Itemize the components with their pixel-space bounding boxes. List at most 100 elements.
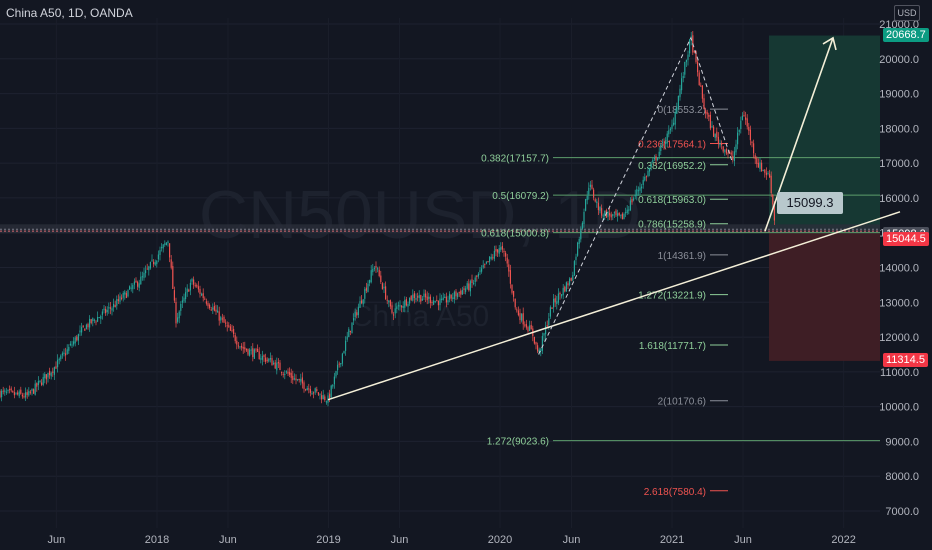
candle-body [33, 389, 35, 394]
candle-body [37, 381, 39, 386]
candle-body [321, 395, 323, 400]
candle-body [311, 393, 313, 395]
candle-body [689, 39, 691, 54]
candle-body [596, 201, 598, 204]
candle-body [4, 390, 6, 392]
candle-body [719, 142, 721, 146]
candle-body [161, 247, 163, 249]
candle-body [66, 349, 68, 354]
candle-body [557, 293, 559, 303]
candle-body [425, 293, 427, 298]
candle-body [650, 164, 652, 167]
candle-body [724, 150, 726, 152]
candle-body [669, 128, 671, 131]
candle-body [476, 275, 478, 277]
candle-body [585, 199, 587, 211]
candle-body [741, 115, 743, 121]
candle-body [437, 300, 439, 306]
candle-body [95, 321, 97, 323]
candle-body [677, 95, 679, 108]
candle-body [18, 391, 20, 397]
candle-body [773, 204, 775, 221]
x-tick-label: Jun [563, 534, 581, 546]
candle-body [466, 283, 468, 289]
y-tick-label: 12000.0 [879, 332, 919, 344]
candle-body [658, 151, 660, 157]
candle-body [631, 198, 633, 203]
candle-body [345, 340, 347, 351]
candle-body [388, 300, 390, 303]
candle-body [537, 345, 539, 352]
grid [0, 18, 880, 528]
candle-body [754, 155, 756, 159]
candle-body [127, 290, 129, 297]
candle-body [145, 270, 147, 274]
candle-body [92, 318, 94, 322]
candle-body [399, 305, 401, 307]
candle-body [196, 285, 198, 287]
candle-body [641, 186, 643, 189]
candles [0, 30, 775, 407]
candle-body [36, 383, 38, 387]
candle-body [442, 297, 444, 300]
candle-body [289, 372, 291, 375]
candle-body [554, 298, 556, 303]
candle-body [415, 297, 417, 300]
candle-body [153, 261, 155, 265]
candle-body [207, 303, 209, 307]
candle-body [217, 310, 219, 313]
candle-body [394, 308, 396, 314]
candle-body [359, 301, 361, 308]
chart-title: China A50, 1D, OANDA [6, 6, 133, 20]
fib2-label: 1(14361.9) [658, 251, 706, 262]
candle-body [709, 114, 711, 129]
candle-body [250, 349, 252, 351]
candle-body [303, 382, 305, 389]
candle-body [260, 358, 262, 360]
candle-body [375, 265, 377, 268]
candle-body [157, 254, 159, 260]
candle-body [63, 352, 65, 355]
candle-body [404, 300, 406, 308]
candle-body [247, 349, 249, 355]
candle-body [420, 295, 422, 302]
fib2-label: 0.236(17564.1) [638, 140, 706, 151]
candle-body [645, 176, 647, 178]
candle-body [100, 315, 102, 319]
candle-body [292, 375, 294, 381]
candle-body [561, 294, 563, 297]
candle-body [620, 214, 622, 216]
candle-body [202, 293, 204, 298]
candle-body [418, 295, 420, 299]
candle-body [597, 202, 599, 211]
candle-body [484, 263, 486, 265]
candle-body [469, 281, 471, 292]
candle-body [721, 142, 723, 146]
candle-body [261, 356, 263, 360]
candle-body [713, 126, 715, 137]
candle-body [188, 289, 190, 292]
candle-body [269, 357, 271, 360]
candle-body [287, 371, 289, 374]
candle-body [546, 325, 548, 327]
candle-body [751, 141, 753, 143]
candle-body [453, 291, 455, 300]
candle-body [549, 307, 551, 317]
candle-body [306, 388, 308, 391]
candle-body [266, 359, 268, 361]
candle-body [458, 292, 460, 294]
candle-body [105, 309, 107, 314]
candle-body [7, 389, 9, 391]
candle-body [383, 286, 385, 289]
candle-body [172, 266, 174, 289]
projection-arrow-head [822, 36, 837, 51]
currency-button[interactable]: USD [894, 5, 920, 21]
candle-body [45, 374, 47, 380]
candle-body [628, 209, 630, 211]
candle-body [604, 210, 606, 216]
candle-body [253, 349, 255, 359]
candle-body [337, 364, 339, 371]
candle-body [660, 144, 662, 151]
x-tick-label: Jun [734, 534, 752, 546]
